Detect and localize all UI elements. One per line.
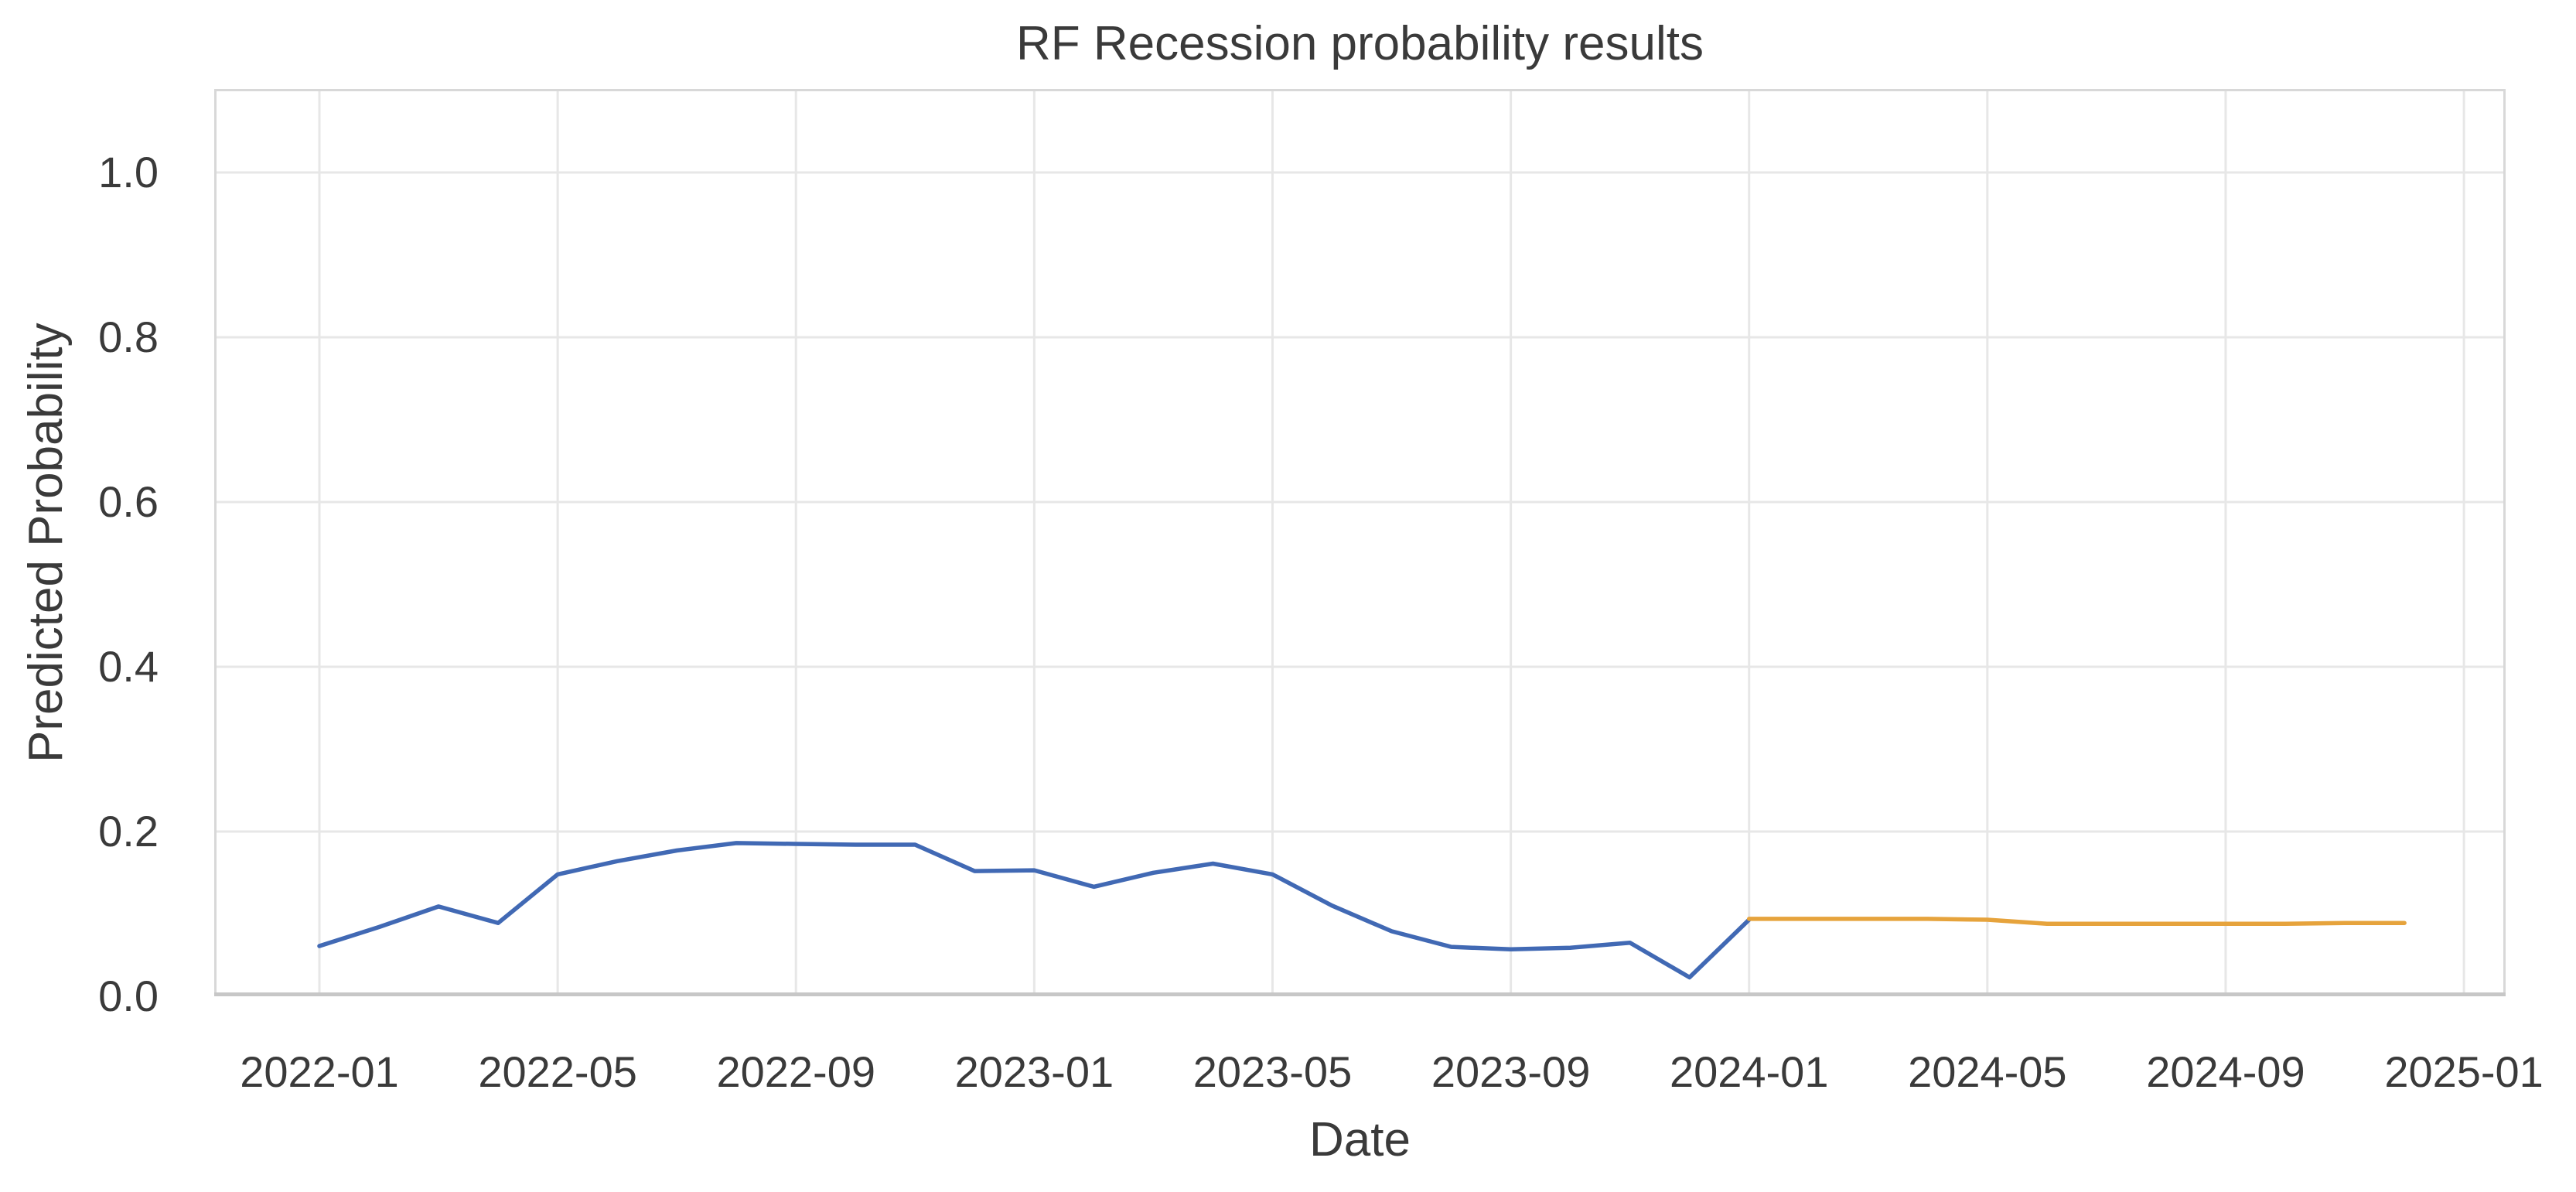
x-axis-label: Date xyxy=(1309,1113,1411,1166)
y-tick-label: 0.8 xyxy=(98,313,159,361)
y-tick-label: 0.4 xyxy=(98,642,159,691)
blue-line xyxy=(317,841,1752,980)
x-tick-label: 2024-01 xyxy=(1669,1047,1829,1096)
y-tick-label: 1.0 xyxy=(98,148,159,196)
x-tick-label: 2024-05 xyxy=(1908,1047,2067,1096)
x-tick-label: 2022-05 xyxy=(478,1047,637,1096)
x-tick-label: 2022-01 xyxy=(240,1047,399,1096)
y-tick-label: 0.2 xyxy=(98,807,159,856)
x-tick-label: 2022-09 xyxy=(716,1047,875,1096)
x-tick-label: 2023-05 xyxy=(1192,1047,1353,1096)
orange-line xyxy=(1746,917,2407,927)
y-axis-label: Predicted Probability xyxy=(19,323,73,763)
x-tick-label: 2024-09 xyxy=(2146,1047,2305,1096)
chart-title: RF Recession probability results xyxy=(1015,17,1704,70)
y-tick-label: 0.0 xyxy=(98,972,159,1020)
y-tick-label: 0.6 xyxy=(98,477,159,526)
x-tick-label: 2023-01 xyxy=(954,1047,1114,1096)
plot-area xyxy=(214,89,2506,996)
x-tick-label: 2025-01 xyxy=(2384,1047,2544,1096)
x-tick-label: 2023-09 xyxy=(1431,1047,1591,1096)
